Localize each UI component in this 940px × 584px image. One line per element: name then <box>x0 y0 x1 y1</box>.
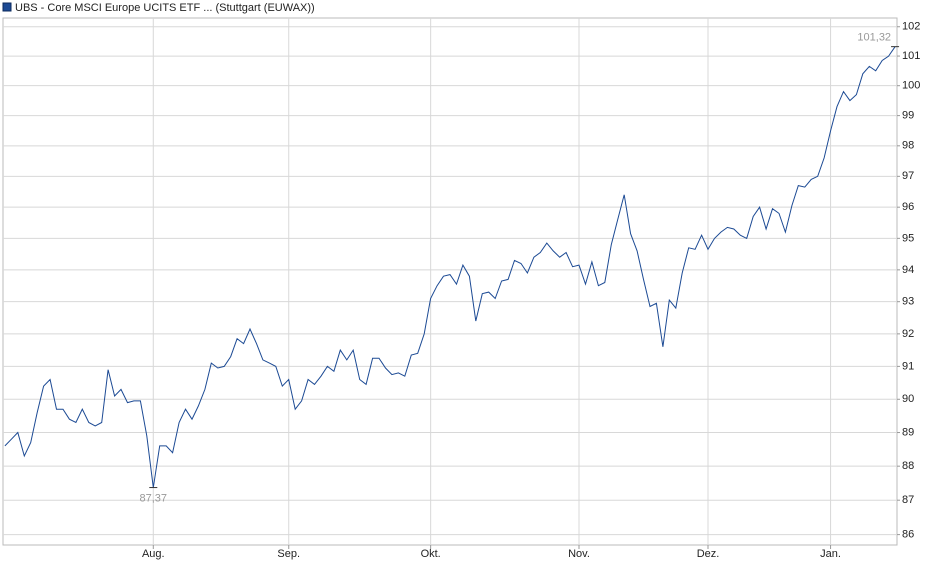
legend-swatch <box>2 2 12 12</box>
y-tick-label: 97 <box>902 170 914 182</box>
chart-title: UBS - Core MSCI Europe UCITS ETF ... (St… <box>15 2 315 14</box>
y-tick-label: 101 <box>902 50 920 62</box>
y-tick-label: 88 <box>902 460 914 472</box>
y-tick-label: 102 <box>902 21 920 33</box>
value-label: 101,32 <box>857 32 891 44</box>
x-tick-label: Jan. <box>820 548 841 560</box>
y-tick-label: 90 <box>902 393 914 405</box>
y-tick-label: 99 <box>902 110 914 122</box>
y-tick-label: 92 <box>902 328 914 340</box>
y-tick-label: 87 <box>902 494 914 506</box>
value-label: 87,37 <box>140 492 168 504</box>
x-tick-label: Aug. <box>142 548 165 560</box>
y-tick-label: 100 <box>902 80 920 92</box>
x-tick-label: Okt. <box>421 548 441 560</box>
y-tick-label: 94 <box>902 264 914 276</box>
y-tick-label: 86 <box>902 529 914 541</box>
y-tick-label: 89 <box>902 426 914 438</box>
y-tick-label: 96 <box>902 201 914 213</box>
price-line <box>4 46 896 488</box>
y-tick-label: 98 <box>902 140 914 152</box>
x-tick-label: Nov. <box>568 548 590 560</box>
y-tick-label: 91 <box>902 360 914 372</box>
y-tick-label: 93 <box>902 296 914 308</box>
plot-frame <box>2 17 898 546</box>
x-tick-label: Dez. <box>697 548 720 560</box>
x-tick-label: Sep. <box>277 548 300 560</box>
y-tick-label: 95 <box>902 232 914 244</box>
